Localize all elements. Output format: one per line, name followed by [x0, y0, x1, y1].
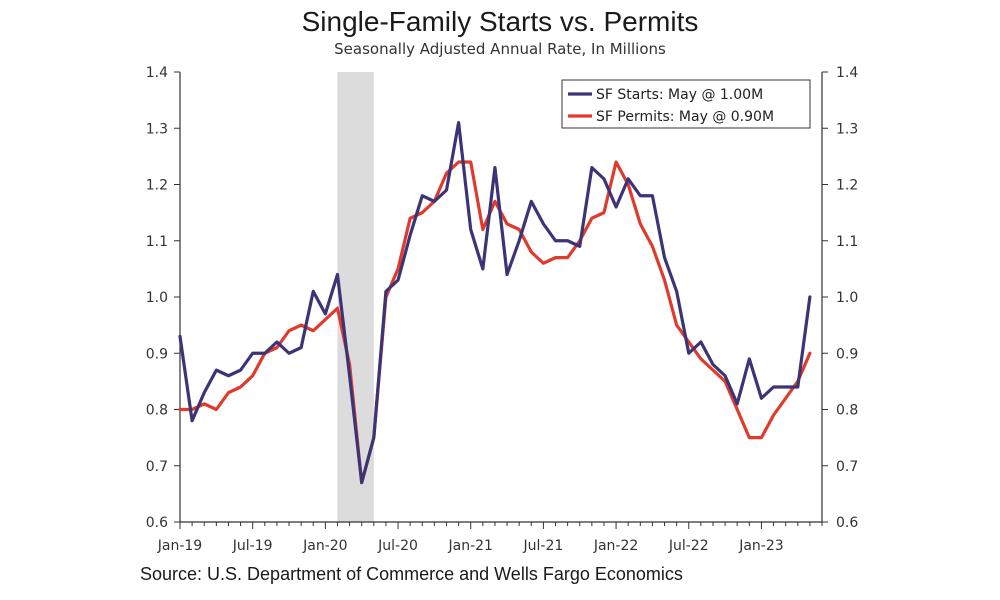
x-tick-label: Jul-21: [523, 538, 564, 554]
tick-labels: 0.6 0.6 0.7 0.7 0.8 0.8 0.9 0.9 1.0 1.0 1.1 1.1 1.2 1…: [146, 65, 859, 554]
y-tick-label-right: 0.9: [836, 346, 858, 362]
legend-box: [561, 79, 811, 129]
x-tick-label: Jul-22: [668, 538, 709, 554]
x-tick-label: Jan-21: [447, 538, 492, 554]
chart-subtitle: Seasonally Adjusted Annual Rate, In Mill…: [334, 40, 666, 58]
y-tick-label-right: 1.1: [836, 234, 858, 250]
recession-shade: [337, 72, 374, 522]
x-tick-label: Jan-23: [738, 538, 783, 554]
chart-axes: [174, 71, 828, 529]
y-tick-label-right: 1.2: [836, 178, 858, 194]
y-tick-label-left: 0.6: [146, 515, 168, 531]
legend-label: SF Permits: May @ 0.90M: [596, 109, 774, 125]
series-lines: [178, 121, 812, 485]
y-tick-label-right: 0.8: [836, 403, 858, 419]
y-tick-label-right: 1.0: [836, 290, 858, 306]
series-line-permits: [178, 160, 812, 485]
x-tick-label: Jul-20: [377, 538, 418, 554]
source-note: Source: U.S. Department of Commerce and …: [140, 564, 683, 584]
y-tick-label-left: 1.0: [146, 290, 168, 306]
y-tick-label-right: 0.7: [836, 459, 858, 475]
y-tick-label-left: 1.3: [146, 121, 168, 137]
x-tick-label: Jan-19: [157, 538, 202, 554]
legend: SF Starts: May @ 1.00M SF Permits: May @ …: [561, 79, 811, 129]
series-line-starts: [178, 121, 812, 485]
y-tick-label-left: 0.7: [146, 459, 168, 475]
y-tick-label-left: 1.1: [146, 234, 168, 250]
x-tick-label: Jan-22: [593, 538, 638, 554]
y-tick-label-left: 0.9: [146, 346, 168, 362]
y-tick-label-right: 1.4: [836, 65, 858, 81]
y-tick-label-right: 0.6: [836, 515, 858, 531]
x-tick-label: Jul-19: [232, 538, 273, 554]
x-tick-label: Jan-20: [302, 538, 347, 554]
y-tick-label-left: 1.2: [146, 178, 168, 194]
y-tick-label-right: 1.3: [836, 121, 858, 137]
y-tick-label-left: 1.4: [146, 65, 168, 81]
legend-label: SF Starts: May @ 1.00M: [596, 87, 763, 103]
chart-title: Single-Family Starts vs. Permits: [301, 6, 699, 37]
y-tick-label-left: 0.8: [146, 403, 168, 419]
